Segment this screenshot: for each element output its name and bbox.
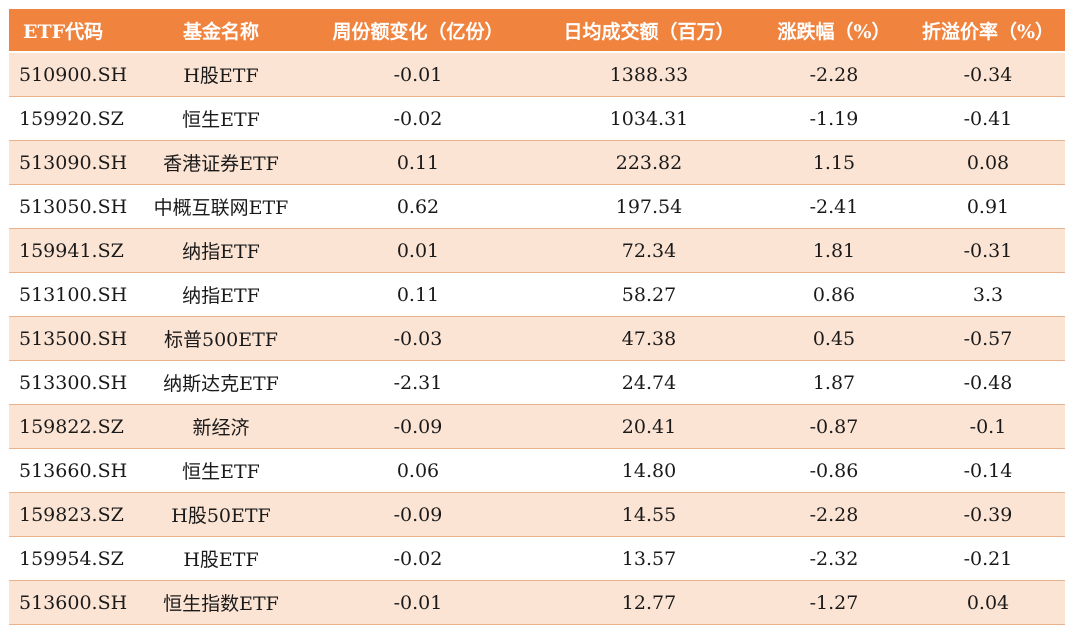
- cell-fund-name: 纳指ETF: [182, 285, 260, 307]
- cell-weekly-share-change: -0.09: [393, 503, 443, 526]
- header-change-pct: 涨跌幅（%）: [777, 20, 891, 43]
- table-row: 510900.SH H股ETF -0.01 1388.33 -2.28 -0.3…: [9, 53, 1065, 97]
- table-header: ETF代码 基金名称 周份额变化（亿份） 日均成交额（百万） 涨跌幅（%） 折溢…: [9, 9, 1065, 53]
- cell-fund-name: 恒生ETF: [182, 109, 260, 131]
- table-row: 159954.SZ H股ETF -0.02 13.57 -2.32 -0.21: [9, 537, 1065, 581]
- cell-daily-avg-turnover: 223.82: [615, 151, 683, 174]
- cell-change-pct: -1.19: [809, 107, 859, 130]
- cell-fund-name: 纳斯达克ETF: [163, 373, 279, 395]
- table-row: 513100.SH 纳指ETF 0.11 58.27 0.86 3.3: [9, 273, 1065, 317]
- table-row: 513500.SH 标普500ETF -0.03 47.38 0.45 -0.5…: [9, 317, 1065, 361]
- cell-etf-code: 513050.SH: [19, 195, 128, 218]
- cell-premium-discount: -0.1: [969, 415, 1007, 438]
- cell-weekly-share-change: 0.62: [396, 195, 440, 218]
- cell-premium-discount: -0.34: [963, 63, 1013, 86]
- cell-change-pct: -0.87: [809, 415, 859, 438]
- cell-daily-avg-turnover: 14.80: [621, 459, 677, 482]
- cell-change-pct: 1.81: [812, 239, 856, 262]
- header-daily-avg-turnover: 日均成交额（百万）: [563, 20, 735, 43]
- cell-fund-name: 香港证券ETF: [163, 153, 279, 175]
- cell-fund-name: 标普500ETF: [164, 329, 278, 351]
- cell-daily-avg-turnover: 197.54: [615, 195, 683, 218]
- cell-change-pct: -0.86: [809, 459, 859, 482]
- cell-etf-code: 159920.SZ: [19, 107, 124, 130]
- cell-change-pct: -1.27: [809, 591, 859, 614]
- cell-premium-discount: 0.04: [966, 591, 1010, 614]
- table-row: 159822.SZ 新经济 -0.09 20.41 -0.87 -0.1: [9, 405, 1065, 449]
- cell-etf-code: 513660.SH: [19, 459, 128, 482]
- table-row: 513050.SH 中概互联网ETF 0.62 197.54 -2.41 0.9…: [9, 185, 1065, 229]
- table-row: 513660.SH 恒生ETF 0.06 14.80 -0.86 -0.14: [9, 449, 1065, 493]
- cell-change-pct: 1.87: [812, 371, 856, 394]
- cell-daily-avg-turnover: 24.74: [621, 371, 677, 394]
- cell-change-pct: -2.28: [809, 503, 859, 526]
- cell-fund-name: 恒生ETF: [182, 461, 260, 483]
- cell-weekly-share-change: -0.01: [393, 63, 443, 86]
- cell-etf-code: 159954.SZ: [19, 547, 124, 570]
- cell-etf-code: 510900.SH: [19, 63, 128, 86]
- cell-change-pct: 0.86: [812, 283, 856, 306]
- cell-fund-name: 恒生指数ETF: [163, 593, 279, 615]
- header-etf-code: ETF代码: [23, 20, 104, 43]
- cell-daily-avg-turnover: 1034.31: [609, 107, 689, 130]
- cell-etf-code: 513090.SH: [19, 151, 128, 174]
- cell-etf-code: 513300.SH: [19, 371, 128, 394]
- cell-daily-avg-turnover: 13.57: [621, 547, 677, 570]
- cell-daily-avg-turnover: 47.38: [621, 327, 677, 350]
- table-row: 159941.SZ 纳指ETF 0.01 72.34 1.81 -0.31: [9, 229, 1065, 273]
- cell-change-pct: -2.41: [809, 195, 859, 218]
- cell-fund-name: H股ETF: [183, 65, 259, 87]
- etf-table: ETF代码 基金名称 周份额变化（亿份） 日均成交额（百万） 涨跌幅（%） 折溢…: [9, 9, 1065, 625]
- cell-premium-discount: -0.57: [963, 327, 1013, 350]
- cell-daily-avg-turnover: 58.27: [621, 283, 677, 306]
- cell-etf-code: 159823.SZ: [19, 503, 124, 526]
- cell-etf-code: 513500.SH: [19, 327, 128, 350]
- cell-weekly-share-change: -0.09: [393, 415, 443, 438]
- cell-daily-avg-turnover: 1388.33: [609, 63, 689, 86]
- cell-weekly-share-change: -2.31: [393, 371, 443, 394]
- table-row: 513300.SH 纳斯达克ETF -2.31 24.74 1.87 -0.48: [9, 361, 1065, 405]
- cell-weekly-share-change: -0.01: [393, 591, 443, 614]
- cell-weekly-share-change: 0.11: [396, 283, 440, 306]
- cell-premium-discount: -0.21: [963, 547, 1013, 570]
- cell-daily-avg-turnover: 20.41: [621, 415, 677, 438]
- cell-etf-code: 513100.SH: [19, 283, 128, 306]
- cell-daily-avg-turnover: 14.55: [621, 503, 677, 526]
- cell-daily-avg-turnover: 72.34: [621, 239, 677, 262]
- cell-daily-avg-turnover: 12.77: [621, 591, 677, 614]
- table-row: 513090.SH 香港证券ETF 0.11 223.82 1.15 0.08: [9, 141, 1065, 185]
- cell-weekly-share-change: 0.06: [396, 459, 440, 482]
- cell-premium-discount: 0.91: [966, 195, 1010, 218]
- table-row: 513600.SH 恒生指数ETF -0.01 12.77 -1.27 0.04: [9, 581, 1065, 625]
- table-row: 159920.SZ 恒生ETF -0.02 1034.31 -1.19 -0.4…: [9, 97, 1065, 141]
- cell-premium-discount: -0.41: [963, 107, 1013, 130]
- cell-etf-code: 159941.SZ: [19, 239, 124, 262]
- cell-weekly-share-change: 0.11: [396, 151, 440, 174]
- cell-premium-discount: 3.3: [972, 283, 1004, 306]
- cell-fund-name: 纳指ETF: [182, 241, 260, 263]
- cell-premium-discount: -0.48: [963, 371, 1013, 394]
- cell-weekly-share-change: -0.02: [393, 107, 443, 130]
- cell-fund-name: H股ETF: [183, 549, 259, 571]
- cell-premium-discount: -0.39: [963, 503, 1013, 526]
- cell-weekly-share-change: 0.01: [396, 239, 440, 262]
- cell-change-pct: -2.28: [809, 63, 859, 86]
- cell-premium-discount: 0.08: [966, 151, 1010, 174]
- cell-change-pct: -2.32: [809, 547, 859, 570]
- header-premium-discount: 折溢价率（%）: [921, 20, 1055, 43]
- cell-fund-name: 新经济: [192, 417, 250, 439]
- cell-premium-discount: -0.31: [963, 239, 1013, 262]
- cell-premium-discount: -0.14: [963, 459, 1013, 482]
- header-fund-name: 基金名称: [182, 20, 259, 43]
- table-row: 159823.SZ H股50ETF -0.09 14.55 -2.28 -0.3…: [9, 493, 1065, 537]
- cell-change-pct: 0.45: [812, 327, 856, 350]
- cell-fund-name: H股50ETF: [171, 505, 271, 527]
- header-weekly-share-change: 周份额变化（亿份）: [332, 20, 504, 43]
- cell-weekly-share-change: -0.03: [393, 327, 443, 350]
- cell-change-pct: 1.15: [812, 151, 856, 174]
- cell-etf-code: 159822.SZ: [19, 415, 124, 438]
- cell-weekly-share-change: -0.02: [393, 547, 443, 570]
- cell-fund-name: 中概互联网ETF: [153, 197, 289, 219]
- cell-etf-code: 513600.SH: [19, 591, 128, 614]
